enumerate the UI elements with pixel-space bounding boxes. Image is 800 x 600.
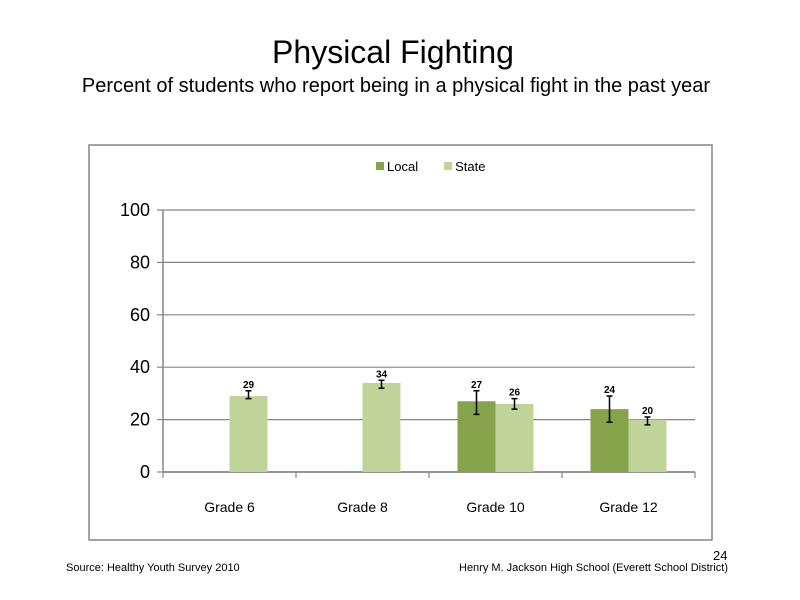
page-number: 24: [713, 548, 728, 563]
y-tick-label-60: 60: [130, 305, 150, 325]
data-label-state: 26: [509, 388, 521, 399]
legend-swatch-local: [376, 162, 384, 170]
x-tick-label: Grade 8: [337, 499, 388, 515]
page-subtitle: Percent of students who report being in …: [81, 75, 711, 97]
page-title: Physical Fighting: [272, 34, 514, 70]
x-tick-label: Grade 10: [466, 499, 525, 515]
data-label-state: 20: [642, 406, 654, 417]
data-label-state: 29: [243, 380, 255, 391]
data-label-state: 34: [376, 369, 388, 380]
bar-state: [628, 419, 667, 472]
source-note: Source: Healthy Youth Survey 2010: [66, 562, 240, 574]
y-tick-label-40: 40: [130, 357, 150, 377]
legend-label-state: State: [455, 159, 485, 174]
bar-state: [362, 382, 401, 472]
bar-state: [229, 396, 268, 472]
legend-swatch-state: [444, 162, 453, 170]
legend-label-local: Local: [387, 159, 418, 174]
x-tick-label: Grade 12: [599, 499, 658, 515]
school-note: Henry M. Jackson High School (Everett Sc…: [459, 562, 728, 574]
bar-state: [495, 403, 534, 472]
x-tick-label: Grade 6: [204, 499, 255, 515]
y-tick-label-80: 80: [130, 252, 150, 272]
data-label-local: 24: [604, 385, 616, 396]
chart-frame: [88, 144, 713, 541]
y-tick-label-100: 100: [120, 200, 150, 220]
data-label-local: 27: [471, 380, 483, 391]
y-tick-label-20: 20: [130, 410, 150, 430]
y-tick-label-0: 0: [140, 462, 150, 482]
